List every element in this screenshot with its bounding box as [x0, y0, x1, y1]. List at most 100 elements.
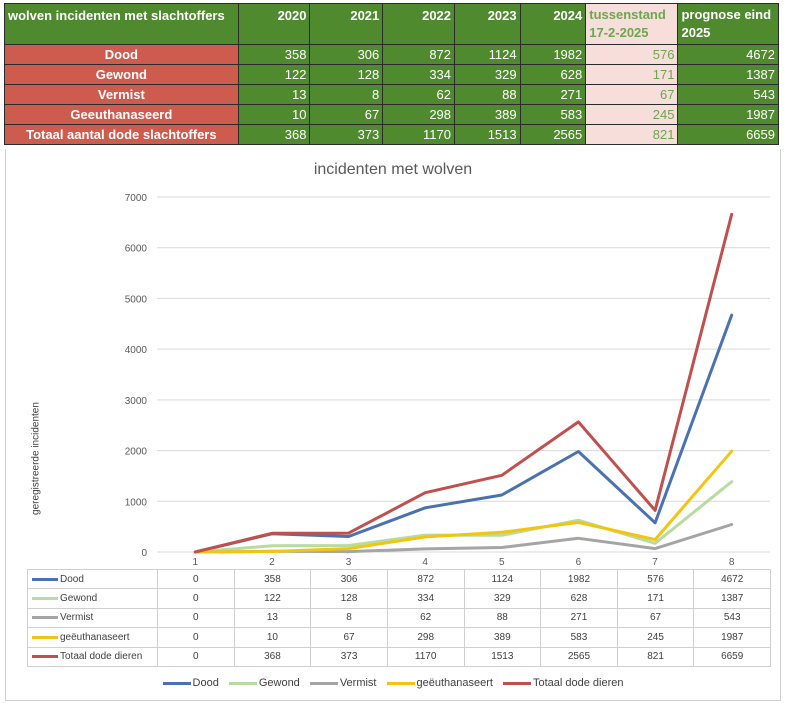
value-cell: 583: [519, 104, 587, 125]
value-cell: 334: [382, 64, 456, 85]
prognose-cell: 1987: [677, 104, 779, 125]
legend-item: geëuthanaseert: [386, 677, 493, 689]
series-name-cell: Dood: [27, 568, 158, 590]
prognose-cell: 4672: [677, 44, 779, 65]
x-tick-label: 1: [193, 557, 199, 568]
prognose-header: prognose eind 2025: [677, 3, 779, 45]
data-table-value: 334: [386, 588, 465, 609]
data-table-value: 576: [616, 568, 695, 590]
tussenstand-cell: 171: [585, 64, 679, 85]
series-name: Vermist: [60, 612, 94, 624]
legend-key: [502, 681, 531, 685]
value-cell: 298: [382, 104, 456, 125]
series-name-cell: Vermist: [27, 607, 158, 629]
data-table-value: 1982: [540, 568, 618, 590]
chart-legend: Dood Gewond Vermist geëuthanaseert Totaal do…: [0, 677, 786, 689]
y-tick-label: 7000: [125, 193, 148, 204]
legend-label: geëuthanaseert: [416, 677, 493, 689]
value-cell: 88: [454, 84, 521, 105]
y-tick-label: 3000: [125, 396, 148, 407]
data-table-row: Totaal dode dieren 0 368 373 1170 1513 2565 821…: [27, 646, 771, 667]
data-table-row: Vermist 0 13 8 62 88 271 67 543: [27, 607, 771, 629]
summary-row: Vermist 13 8 62 88 271 67 543: [4, 84, 779, 105]
year-header: 2024: [519, 3, 587, 45]
data-table-value: 329: [463, 588, 542, 609]
data-table-value: 358: [233, 568, 312, 590]
legend-key: [228, 681, 257, 685]
data-table-value: 171: [616, 588, 695, 609]
x-tick-label: 3: [346, 557, 352, 568]
data-table-row: Dood 0 358 306 872 1124 1982 576 4672: [27, 568, 771, 590]
data-table-value: 245: [616, 627, 695, 648]
year-header: 2021: [309, 3, 384, 45]
summary-table: wolven incidenten met slachtoffers 2020 …: [4, 3, 779, 145]
summary-row: Gewond 122 128 334 329 628 171 1387: [4, 64, 779, 85]
data-table-value: 373: [310, 646, 388, 667]
x-tick-label: 4: [422, 557, 428, 568]
value-cell: 62: [382, 84, 456, 105]
year-header: 2023: [454, 3, 521, 45]
value-cell: 8: [309, 84, 384, 105]
value-cell: 2565: [519, 124, 587, 145]
series-name: Totaal dode dieren: [60, 651, 143, 663]
value-cell: 1982: [519, 44, 587, 65]
value-cell: 128: [309, 64, 384, 85]
row-label: Totaal aantal dode slachtoffers: [4, 124, 239, 145]
value-cell: 329: [454, 64, 521, 85]
series-name-cell: Totaal dode dieren: [27, 646, 158, 667]
y-tick-label: 4000: [125, 345, 148, 356]
tussenstand-cell: 67: [585, 84, 679, 105]
data-table-value: 389: [463, 627, 542, 648]
legend-label: Totaal dode dieren: [532, 677, 624, 689]
data-table-value: 0: [157, 568, 235, 590]
data-table-value: 67: [616, 607, 695, 629]
series-name-cell: geëuthanaseert: [27, 627, 158, 648]
y-tick-label: 6000: [125, 244, 148, 255]
data-table-value: 4672: [693, 568, 771, 590]
value-cell: 13: [237, 84, 311, 105]
prognose-cell: 6659: [677, 124, 779, 145]
value-cell: 1124: [454, 44, 521, 65]
legend-key: [32, 596, 58, 600]
data-table-row: Gewond 0 122 128 334 329 628 171 1387: [27, 588, 771, 609]
data-table-value: 10: [233, 627, 312, 648]
table-title: wolven incidenten met slachtoffers: [4, 3, 239, 45]
data-table-value: 88: [463, 607, 542, 629]
legend-key: [32, 635, 58, 639]
data-table-value: 306: [310, 568, 388, 590]
legend-key: [32, 577, 58, 581]
value-cell: 389: [454, 104, 521, 125]
tussenstand-cell: 576: [585, 44, 679, 65]
prognose-cell: 543: [677, 84, 779, 105]
series-name-cell: Gewond: [27, 588, 158, 609]
y-tick-label: 0: [141, 548, 147, 559]
year-header: 2022: [382, 3, 456, 45]
series-name: Gewond: [60, 593, 98, 605]
tussenstand-header: tussenstand 17-2-2025: [585, 3, 679, 45]
value-cell: 628: [519, 64, 587, 85]
series-name: Dood: [60, 573, 84, 585]
series-line-3: [193, 449, 734, 554]
data-table-value: 13: [233, 607, 312, 629]
row-label: Dood: [4, 44, 239, 65]
x-tick-label: 5: [499, 557, 505, 568]
summary-row: Totaal aantal dode slachtoffers 368 373 117…: [4, 124, 779, 145]
data-table-value: 62: [386, 607, 465, 629]
legend-key: [32, 616, 58, 620]
legend-label: Gewond: [258, 677, 300, 689]
summary-header-row: wolven incidenten met slachtoffers 2020 …: [4, 3, 779, 45]
value-cell: 10: [237, 104, 311, 125]
x-tick-label: 7: [652, 557, 658, 568]
data-table-value: 1124: [463, 568, 542, 590]
value-cell: 306: [309, 44, 384, 65]
line-chart: 0 1000 2000 3000 4000 5000 6000 7000 1 2 3 4 5 6 7 8 in…: [0, 149, 786, 703]
value-cell: 358: [237, 44, 311, 65]
data-table-value: 67: [310, 627, 388, 648]
tussenstand-cell: 245: [585, 104, 679, 125]
row-label: Geeuthanaseerd: [4, 104, 239, 125]
y-axis-title-text: geregistreerde incidenten: [30, 402, 42, 515]
data-table-value: 0: [157, 607, 235, 629]
data-table-value: 1513: [463, 646, 542, 667]
legend-item: Dood: [162, 677, 219, 689]
data-table-value: 368: [233, 646, 312, 667]
